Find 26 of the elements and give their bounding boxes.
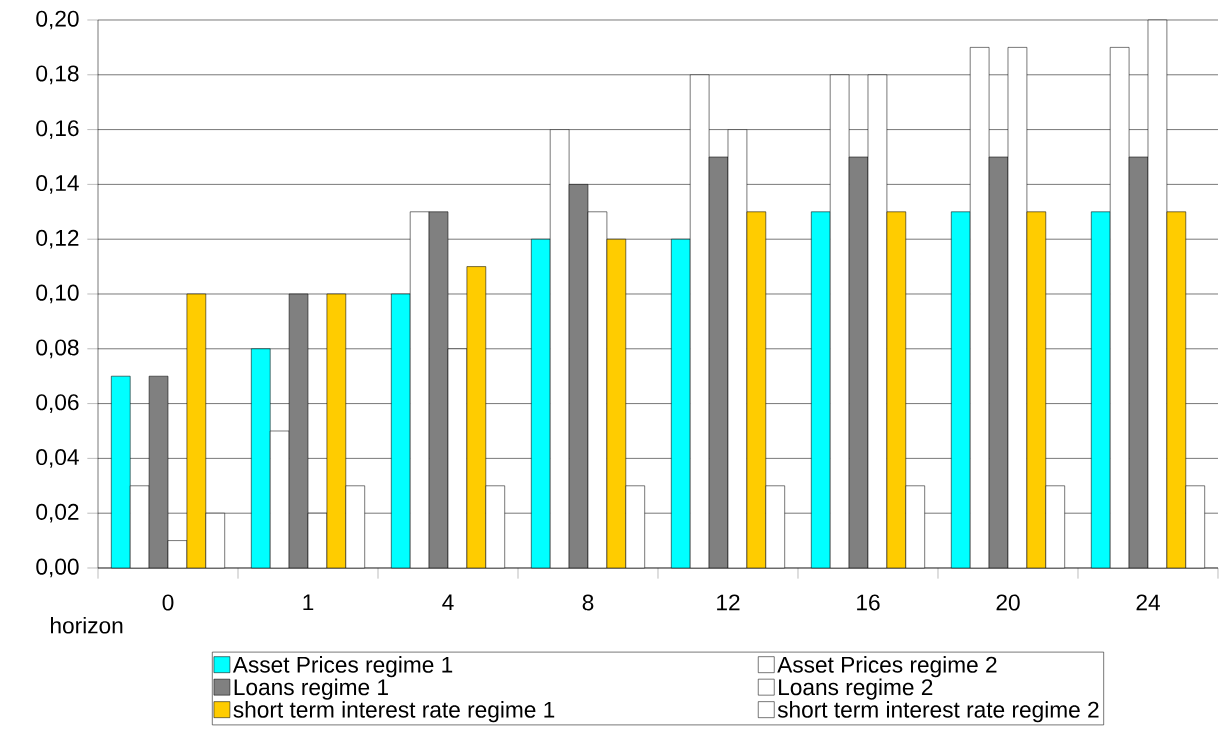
y-tick-label: 0,02	[36, 503, 79, 523]
y-tick-label: 0,14	[36, 175, 79, 194]
legend-label: short term interest rate regime 2	[777, 701, 1099, 723]
x-tick-label: 12	[717, 594, 740, 611]
legend-label: short term interest rate regime 1	[233, 701, 555, 723]
y-tick-label: 0,16	[36, 120, 79, 139]
y-tick-label: 0,00	[36, 558, 79, 578]
y-tick-label: 0,20	[36, 10, 79, 30]
legend-label: Asset Prices regime 2	[777, 656, 997, 678]
legend-label: Loans regime 2	[779, 678, 933, 700]
x-tick-label: 20	[996, 594, 1020, 611]
y-tick-label: 0,18	[36, 65, 79, 85]
x-tick-label: 4	[442, 594, 454, 611]
x-tick-label: 1	[303, 594, 314, 611]
y-tick-label: 0,10	[36, 284, 79, 304]
x-axis-title: horizon	[51, 616, 123, 634]
y-tick-label: 0,12	[36, 229, 79, 249]
legend-label: Loans regime 1	[234, 678, 388, 700]
x-tick-label: 24	[1136, 594, 1160, 611]
legend-label: Asset Prices regime 1	[232, 656, 453, 678]
y-tick-label: 0,08	[36, 339, 79, 359]
x-tick-label: 0	[162, 594, 174, 611]
y-tick-label: 0,04	[36, 449, 79, 468]
x-tick-label: 8	[582, 594, 594, 611]
x-tick-label: 16	[857, 594, 880, 611]
y-tick-label: 0,06	[36, 394, 79, 413]
